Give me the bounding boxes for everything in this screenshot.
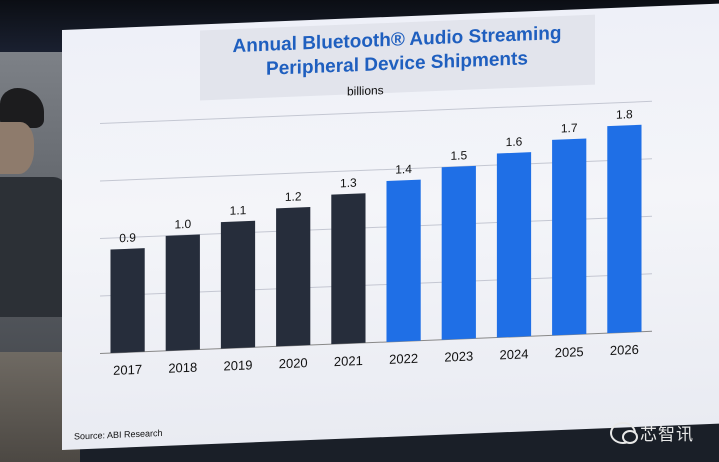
gridline [100,100,652,124]
bar-2019 [220,220,256,349]
data-label-2026: 1.8 [616,107,633,122]
x-tick-label-2017: 2017 [113,362,142,378]
data-label-2019: 1.1 [230,203,247,218]
data-label-2025: 1.7 [561,121,578,136]
bar-2022 [386,179,421,342]
face-shape [0,122,34,174]
bar-chart: 0.9 2017 1.0 2018 1.1 2019 1.2 2020 1.3 2021 1.4 20… [100,100,652,378]
bar-2020 [276,207,311,347]
x-tick-label-2020: 2020 [279,355,308,371]
x-tick-label-2024: 2024 [500,346,529,362]
data-label-2024: 1.6 [506,135,523,150]
data-label-2020: 1.2 [285,189,302,204]
slide: Annual Bluetooth® Audio Streaming Periph… [62,3,719,451]
bar-2026 [607,124,642,334]
x-tick-label-2023: 2023 [444,348,473,364]
bar-2023 [441,165,476,340]
bar-2024 [496,152,532,338]
watermark-text: 芯智讯 [640,425,694,444]
data-label-2017: 0.9 [119,231,136,246]
bar-2021 [331,193,366,345]
x-tick-label-2026: 2026 [610,342,639,358]
hat-shape [0,88,44,128]
x-tick-label-2022: 2022 [389,351,418,367]
data-label-2018: 1.0 [174,217,191,232]
x-tick-label-2019: 2019 [224,357,253,373]
bar-2018 [165,234,200,351]
watermark: 芯智讯 [610,420,694,445]
bar-2017 [110,248,145,354]
x-tick-label-2018: 2018 [168,360,197,376]
data-label-2021: 1.3 [340,176,357,191]
wechat-logo-icon [610,421,638,444]
data-label-2023: 1.5 [450,148,467,163]
bar-2025 [552,138,587,336]
data-label-2022: 1.4 [395,162,412,177]
x-tick-label-2025: 2025 [555,344,584,360]
x-tick-label-2021: 2021 [334,353,363,369]
